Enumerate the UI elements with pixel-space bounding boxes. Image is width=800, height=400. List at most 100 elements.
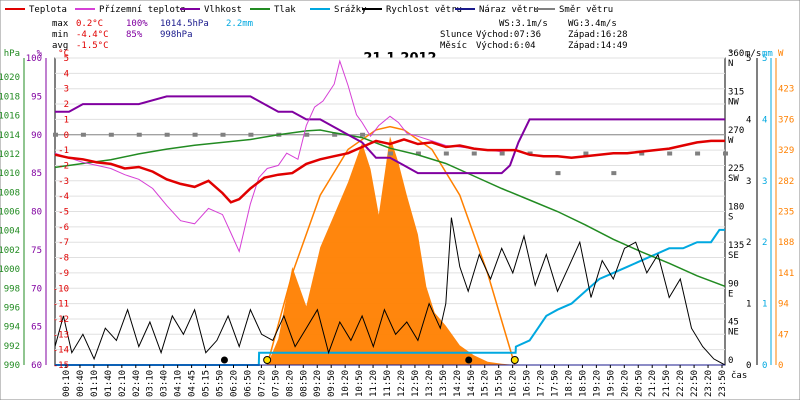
hpa-tick-label: 1008 (0, 188, 20, 198)
temp-tick-label: -5 (58, 208, 69, 218)
wm2-tick-label: 141 (778, 269, 794, 279)
x-tick-label: 15:50 (495, 370, 505, 397)
series-theoretical-radiation (266, 125, 516, 366)
moon-set: Západ:14:49 (568, 41, 628, 51)
mm-tick-label: 0 (762, 361, 767, 371)
stat-pressure: 998hPa (160, 30, 193, 40)
sunset-marker (510, 356, 519, 364)
x-tick-label: 07:50 (271, 370, 281, 397)
x-tick-label: 13:20 (425, 370, 435, 397)
dir-tick-cardinal: NE (728, 328, 739, 338)
dir-tick-label: 45 (728, 318, 739, 328)
dir-tick-label: 360 (728, 49, 744, 59)
temp-tick-label: -13 (53, 330, 69, 340)
moon-label: Měsíc (440, 41, 467, 51)
series-wind-direction-point (583, 151, 589, 156)
x-tick-label: 17:20 (537, 370, 547, 397)
series-ground-temperature (54, 59, 502, 253)
series-wind-direction-point (332, 132, 338, 137)
x-tick-label: 00:10 (62, 370, 72, 397)
series-wind-direction-point (248, 132, 254, 137)
temp-tick-label: -4 (58, 192, 69, 202)
hpa-tick-label: 1020 (0, 73, 20, 83)
x-tick-label: 01:40 (104, 370, 114, 397)
legend-label: Tlak (274, 5, 296, 15)
hpa-tick-label: 1006 (0, 208, 20, 218)
dir-tick-cardinal: SE (728, 251, 739, 261)
wind-speed-info: WS:3.1m/s (499, 19, 548, 29)
stat-label: avg (52, 41, 68, 51)
hpa-tick-label: 990 (4, 361, 20, 371)
x-tick-label: 22:50 (690, 370, 700, 397)
mm-tick-label: 5 (762, 54, 767, 64)
series-solar-radiation (55, 136, 725, 365)
stats-panel: max 0.2°C 100% 1014.5hPa 2.2mm min -4.4°C 85% 99… (52, 19, 628, 51)
mm-tick-label: 1 (762, 300, 767, 310)
x-tick-label: 21:20 (648, 370, 658, 397)
ms-axis-title: m/s (745, 49, 761, 59)
x-tick-label: 16:20 (509, 370, 519, 397)
hpa-tick-label: 998 (4, 284, 20, 294)
pct-tick-label: 65 (31, 323, 42, 333)
wind-gust-info: WG:3.4m/s (568, 19, 617, 29)
temp-tick-label: -1 (58, 146, 69, 156)
wm2-tick-label: 376 (778, 115, 794, 125)
legend-label: Rychlost větru (386, 5, 462, 15)
pct-tick-label: 80 (31, 208, 42, 218)
x-tick-label: 00:40 (76, 370, 86, 397)
temp-tick-label: -9 (58, 269, 69, 279)
x-tick-label: 09:50 (327, 370, 337, 397)
hpa-tick-label: 994 (4, 323, 20, 333)
wm2-tick-label: 282 (778, 177, 794, 187)
x-tick-label: 05:15 (202, 370, 212, 397)
x-tick-label: 12:50 (411, 370, 421, 397)
hpa-tick-label: 1016 (0, 112, 20, 122)
temp-tick-label: -10 (53, 284, 69, 294)
dir-tick-cardinal: S (728, 213, 733, 223)
dir-tick-label: 90 (728, 279, 739, 289)
x-tick-label: 02:40 (132, 370, 142, 397)
stat-temp: 0.2°C (76, 19, 103, 29)
x-tick-label: 03:40 (160, 370, 170, 397)
x-tick-label: 20:20 (620, 370, 630, 397)
pct-tick-label: 75 (31, 246, 42, 256)
x-tick-label: 18:20 (564, 370, 574, 397)
x-tick-label: 19:50 (606, 370, 616, 397)
x-tick-label: 07:20 (257, 370, 267, 397)
temp-tick-label: -15 (53, 361, 69, 371)
hpa-axis-title: hPa (4, 49, 20, 59)
x-tick-label: 22:20 (676, 370, 686, 397)
x-tick-label: 06:50 (243, 370, 253, 397)
series-wind-direction-point (555, 171, 561, 176)
temp-tick-label: 5 (64, 54, 69, 64)
ms-tick-label: 1 (746, 300, 751, 310)
pct-tick-label: 60 (31, 361, 42, 371)
stat-rain: 2.2mm (226, 19, 253, 29)
ms-tick-label: 5 (746, 54, 751, 64)
mm-tick-label: 2 (762, 238, 767, 248)
dir-tick-label: 0 (728, 356, 733, 366)
x-axis-title: čas (731, 370, 747, 381)
x-tick-label: 10:50 (355, 370, 365, 397)
series-wind-direction-point (639, 151, 645, 156)
wm2-tick-label: 329 (778, 146, 794, 156)
wm2-tick-label: 47 (778, 330, 789, 340)
x-tick-label: 23:20 (704, 370, 714, 397)
series-wind-direction-point (220, 132, 226, 137)
x-tick-label: 20:50 (634, 370, 644, 397)
x-tick-label: 02:10 (118, 370, 128, 397)
stat-temp: -4.4°C (76, 30, 109, 40)
dir-tick-label: 270 (728, 126, 744, 136)
series-wind-direction-point (192, 132, 198, 137)
temp-tick-label: 1 (64, 115, 69, 125)
ms-tick-label: 4 (746, 115, 751, 125)
x-tick-label: 14:20 (453, 370, 463, 397)
temp-axis-title: °C (58, 49, 69, 59)
pct-tick-label: 95 (31, 92, 42, 102)
dir-tick-cardinal: SW (728, 174, 739, 184)
temp-tick-label: 3 (64, 85, 69, 95)
legend-label: Náraz větru (479, 5, 539, 15)
x-tick-label: 08:50 (299, 370, 309, 397)
sun-rise: Východ:07:36 (476, 30, 541, 40)
series-wind-direction-point (695, 151, 701, 156)
